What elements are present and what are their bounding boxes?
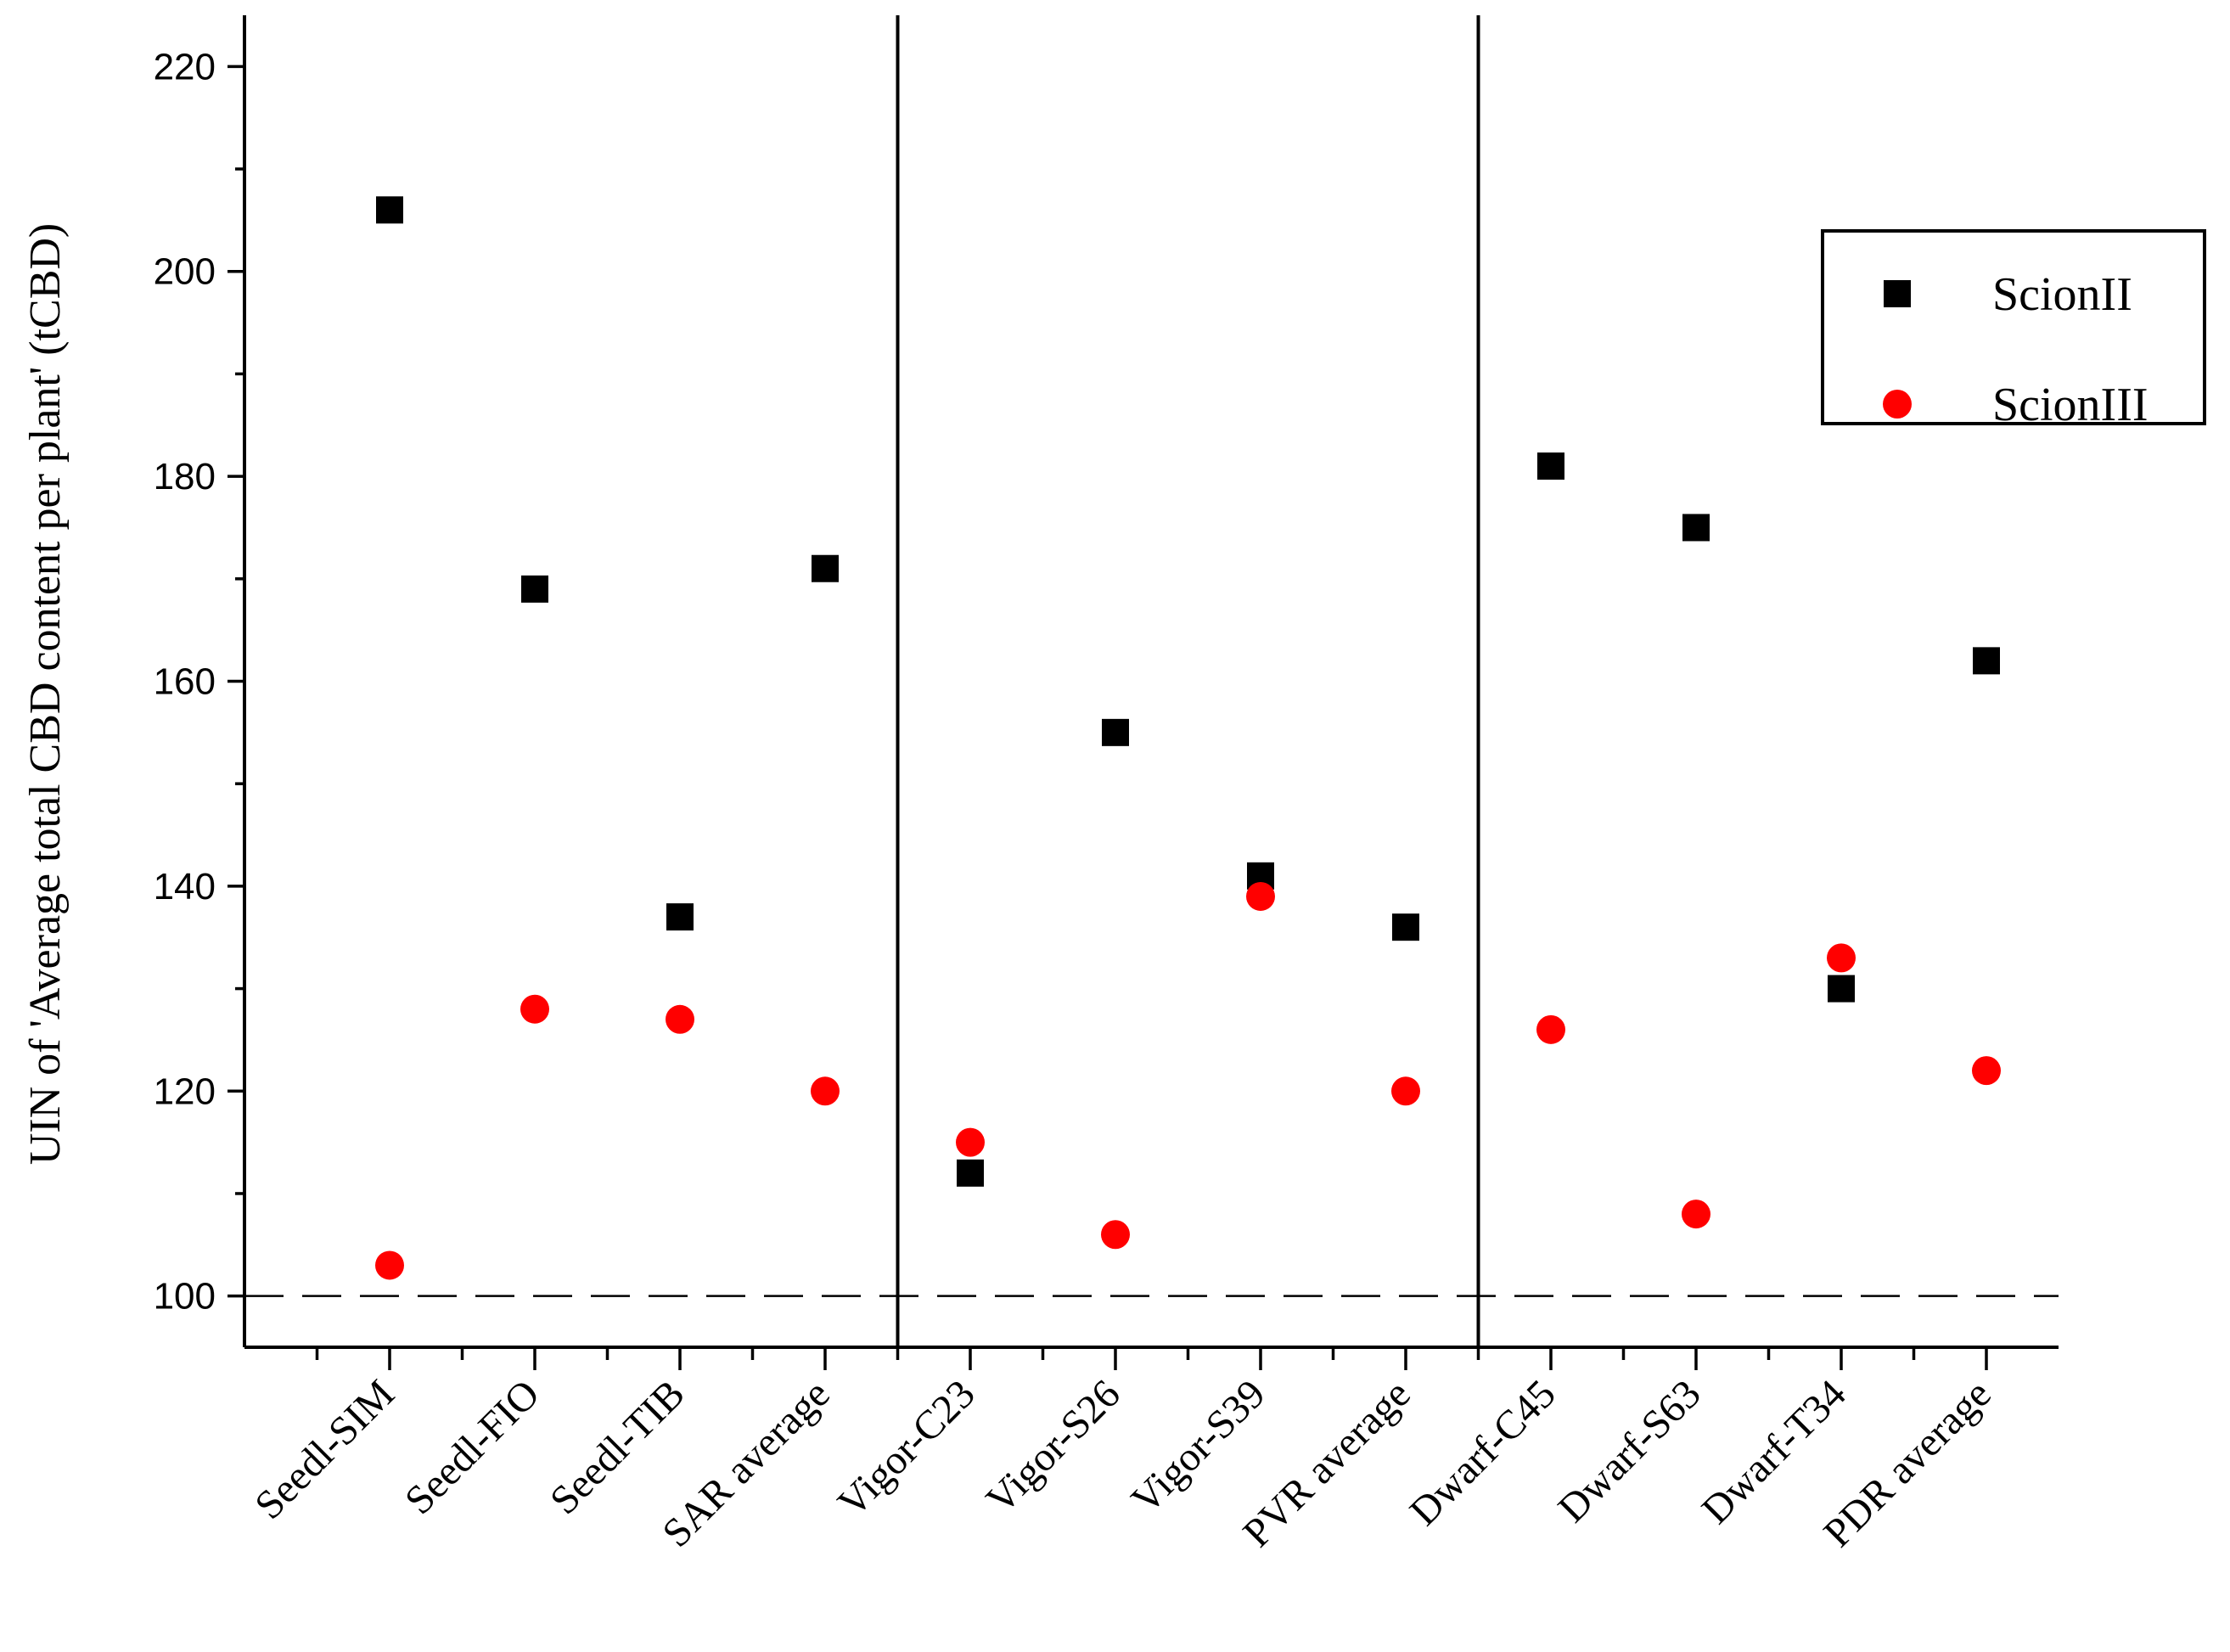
legend-label: ScionIII: [1992, 379, 2149, 431]
y-tick-label: 120: [154, 1070, 216, 1112]
circle-marker: [666, 1004, 694, 1034]
circle-marker: [1972, 1056, 2001, 1086]
square-marker: [376, 196, 403, 224]
legend-label: ScionII: [1992, 268, 2132, 321]
series-ScionIII: [375, 881, 2001, 1280]
circle-marker: [1682, 1200, 1710, 1229]
x-tick-label: Seedl-FIO: [396, 1371, 548, 1523]
circle-marker: [956, 1127, 985, 1157]
circle-marker: [811, 1076, 840, 1106]
y-tick-label: 200: [154, 251, 216, 293]
y-tick-label: 100: [154, 1276, 216, 1318]
series-ScionII: [376, 196, 2000, 1187]
circle-marker: [520, 994, 549, 1024]
x-tick-label: Vigor-S39: [1123, 1371, 1274, 1522]
square-marker: [521, 575, 548, 603]
circle-marker: [1536, 1014, 1565, 1044]
square-marker: [1102, 718, 1129, 746]
y-tick-label: 180: [154, 456, 216, 497]
axes: [243, 15, 2059, 1349]
x-tick-label: Dwarf-S63: [1549, 1371, 1709, 1531]
square-marker: [957, 1159, 984, 1187]
legend-item: ScionII: [1884, 268, 2132, 321]
legend-square-marker: [1884, 280, 1911, 307]
square-marker: [812, 554, 839, 582]
x-tick-label: Dwarf-C45: [1401, 1371, 1564, 1534]
y-axis-ticks: 100 120 140 160 180 200 220: [154, 46, 244, 1318]
legend-box: [1821, 229, 2206, 425]
legend-item: ScionIII: [1883, 379, 2149, 431]
x-tick-label: Vigor-C23: [829, 1371, 984, 1526]
circle-marker: [1827, 943, 1856, 973]
group-separators: [896, 15, 1480, 1347]
y-tick-label: 140: [154, 866, 216, 907]
circle-marker: [1101, 1220, 1130, 1250]
legend-circle-marker: [1883, 390, 1912, 419]
x-tick-label: Seedl-TIB: [542, 1371, 694, 1523]
square-marker: [1392, 913, 1419, 941]
square-marker: [1828, 975, 1855, 1003]
square-marker: [1537, 452, 1564, 480]
circle-marker: [375, 1250, 404, 1280]
square-marker: [1682, 514, 1710, 542]
data-points: [375, 196, 2001, 1280]
legend: ScionII ScionIII: [1821, 229, 2206, 431]
y-tick-label: 220: [154, 46, 216, 87]
x-tick-label: Vigor-S26: [978, 1371, 1129, 1522]
x-tick-label: Seedl-SIM: [246, 1371, 403, 1528]
y-tick-label: 160: [154, 661, 216, 703]
square-marker: [1973, 647, 2000, 675]
square-marker: [666, 903, 694, 931]
circle-marker: [1246, 881, 1275, 911]
y-axis-title: UIN of 'Average total CBD content per pl…: [21, 223, 70, 1166]
circle-marker: [1391, 1076, 1420, 1106]
